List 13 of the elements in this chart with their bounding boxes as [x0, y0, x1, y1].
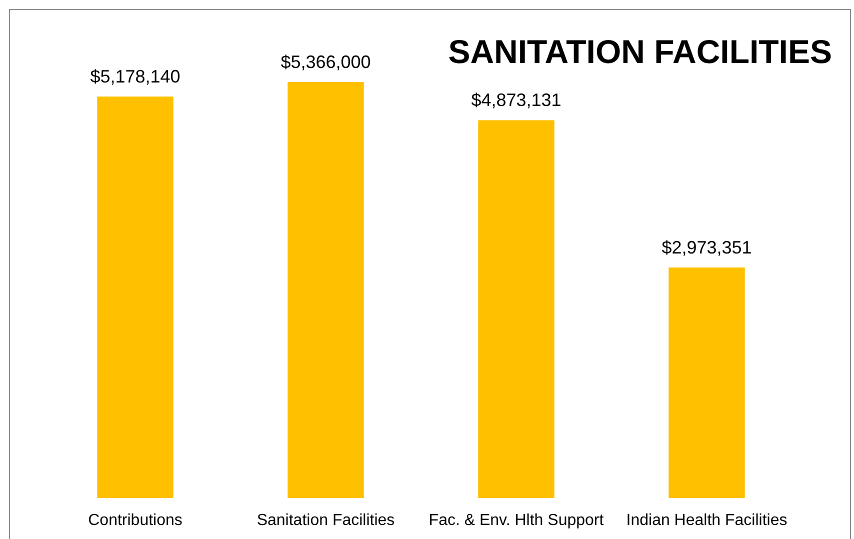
bar — [478, 120, 554, 498]
x-tick-label: Sanitation Facilities — [256, 512, 395, 529]
chart-title: SANITATION FACILITIES — [448, 33, 832, 70]
data-label: $5,178,140 — [90, 66, 180, 87]
x-tick-label: Contributions — [88, 512, 182, 529]
data-label: $4,873,131 — [471, 90, 562, 110]
bar — [668, 267, 745, 498]
data-label: $5,366,000 — [280, 52, 371, 72]
data-label: $2,973,351 — [662, 237, 752, 258]
bar — [97, 96, 174, 498]
x-tick-label: Indian Health Facilities — [626, 512, 788, 529]
x-tick-label: Fac. & Env. Hlth Support — [428, 512, 604, 529]
bar — [288, 82, 364, 498]
